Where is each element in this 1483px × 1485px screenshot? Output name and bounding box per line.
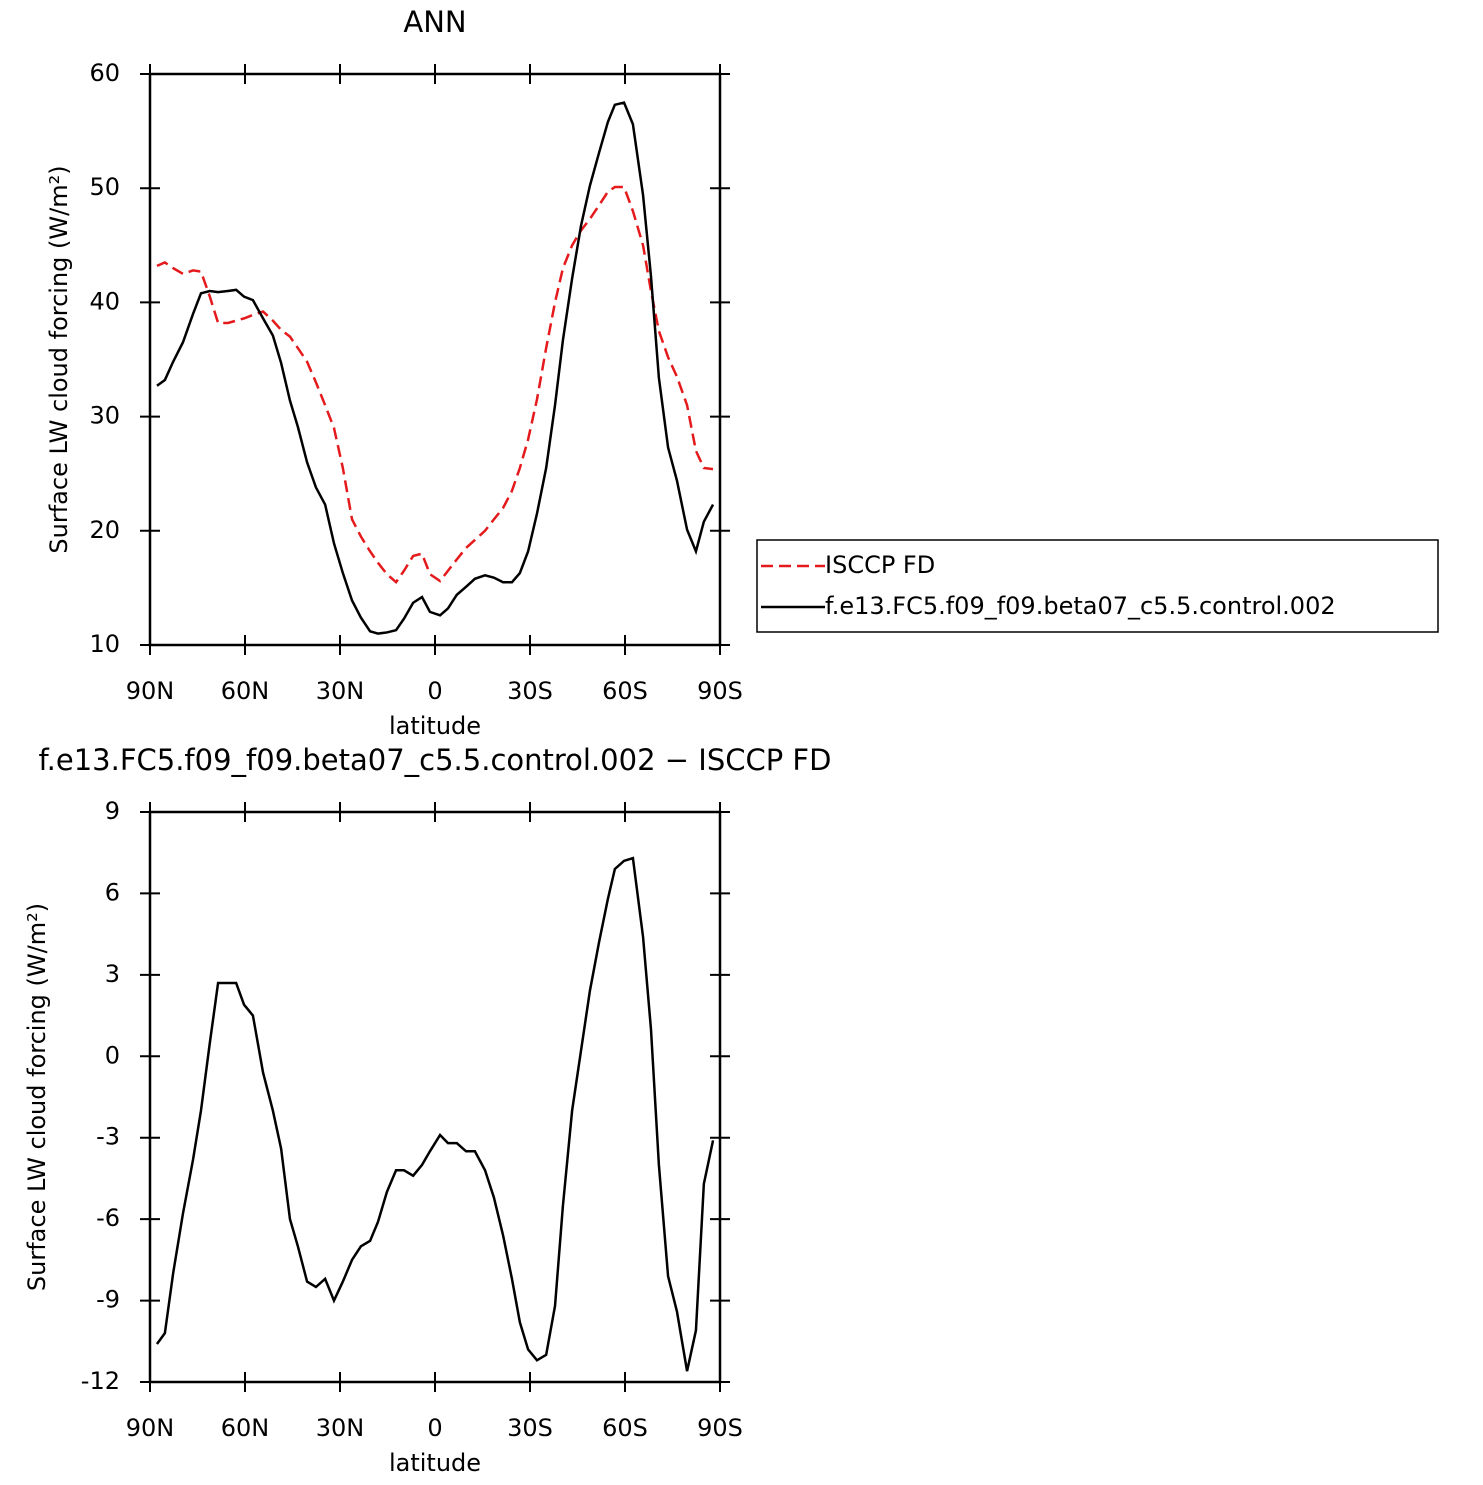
y-tick-label: 10 bbox=[89, 630, 120, 658]
x-tick-label: 90S bbox=[697, 1414, 743, 1442]
y-axis-label: Surface LW cloud forcing (W/m²) bbox=[23, 903, 51, 1291]
x-tick-label: 60S bbox=[602, 677, 648, 705]
y-tick-label: 40 bbox=[89, 287, 120, 315]
y-tick-label: -6 bbox=[96, 1204, 120, 1232]
legend-label: ISCCP FD bbox=[825, 551, 935, 579]
y-tick-label: -12 bbox=[81, 1367, 120, 1395]
x-tick-label: 60N bbox=[221, 1414, 270, 1442]
y-tick-label: -3 bbox=[96, 1123, 120, 1151]
y-axis-label: Surface LW cloud forcing (W/m²) bbox=[45, 165, 73, 553]
y-tick-label: -9 bbox=[96, 1286, 120, 1314]
y-tick-label: 60 bbox=[89, 59, 120, 87]
x-tick-label: 30N bbox=[316, 677, 365, 705]
x-tick-label: 30N bbox=[316, 1414, 365, 1442]
y-tick-label: 9 bbox=[105, 797, 120, 825]
x-tick-label: 30S bbox=[507, 677, 553, 705]
plot-frame bbox=[148, 72, 722, 647]
x-tick-label: 90N bbox=[126, 677, 175, 705]
plot-frame bbox=[148, 810, 722, 1384]
legend-box bbox=[756, 539, 1439, 633]
data-line bbox=[156, 101, 715, 635]
chart-title: f.e13.FC5.f09_f09.beta07_c5.5.control.00… bbox=[39, 743, 832, 777]
x-tick-label: 0 bbox=[427, 677, 442, 705]
x-tick-label: 60N bbox=[221, 677, 270, 705]
data-line bbox=[155, 856, 715, 1372]
legend-label: f.e13.FC5.f09_f09.beta07_c5.5.control.00… bbox=[825, 592, 1336, 620]
x-axis-label: latitude bbox=[389, 1449, 481, 1477]
x-tick-label: 30S bbox=[507, 1414, 553, 1442]
x-tick-label: 90N bbox=[126, 1414, 175, 1442]
y-tick-label: 0 bbox=[105, 1041, 120, 1069]
y-tick-label: 50 bbox=[89, 173, 120, 201]
data-line bbox=[156, 185, 714, 585]
y-tick-label: 30 bbox=[89, 402, 120, 430]
y-tick-label: 6 bbox=[105, 878, 120, 906]
chart-title: ANN bbox=[403, 5, 466, 39]
x-tick-label: 0 bbox=[427, 1414, 442, 1442]
y-tick-label: 20 bbox=[89, 516, 120, 544]
x-tick-label: 90S bbox=[697, 677, 743, 705]
x-tick-label: 60S bbox=[602, 1414, 648, 1442]
x-axis-label: latitude bbox=[389, 712, 481, 740]
y-tick-label: 3 bbox=[105, 960, 120, 988]
